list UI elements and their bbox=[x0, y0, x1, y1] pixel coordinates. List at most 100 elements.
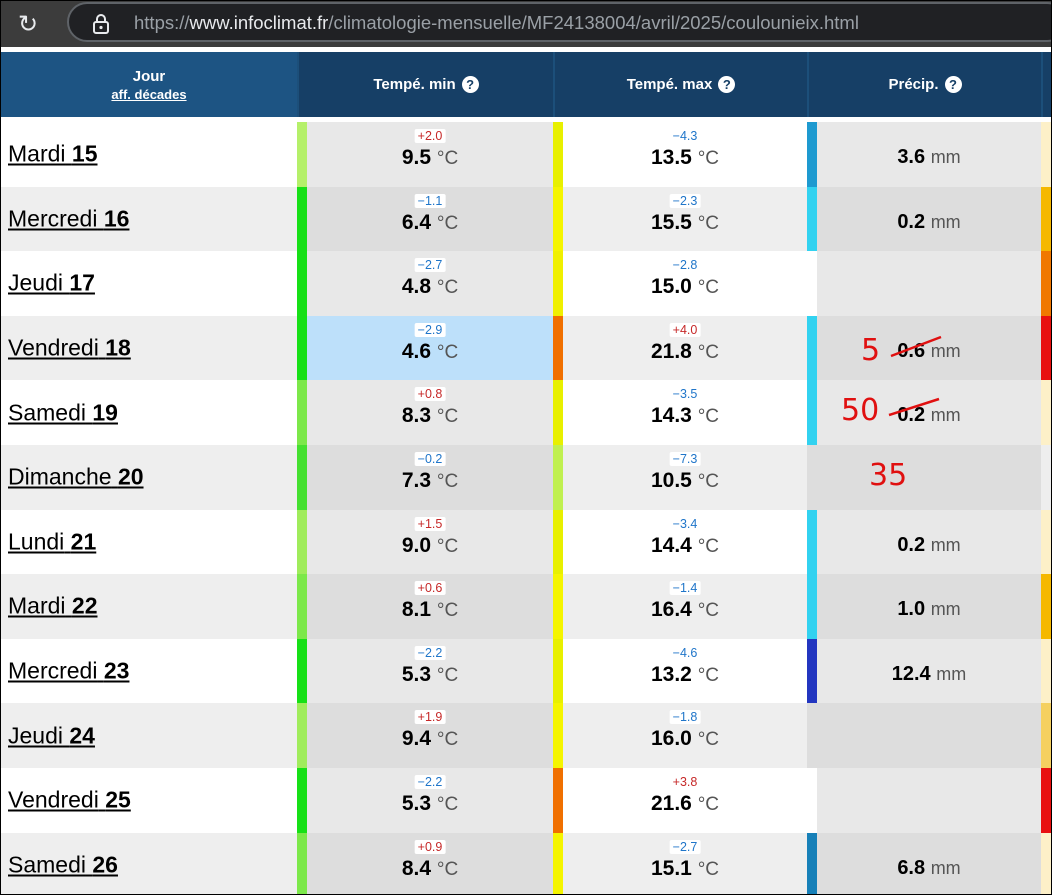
precip-unit: mm bbox=[930, 340, 961, 361]
precip-color-bar bbox=[807, 122, 817, 187]
tmax-cell: +4.0 21.8 °C bbox=[563, 315, 807, 381]
tmax-cell: −1.8 16.0 °C bbox=[563, 703, 807, 768]
help-icon[interactable]: ? bbox=[718, 76, 736, 93]
day-link[interactable]: Mercredi 23 bbox=[8, 657, 130, 684]
column-header-tmin[interactable]: Tempé. min? bbox=[299, 52, 553, 117]
day-link[interactable]: Vendredi 25 bbox=[8, 786, 131, 813]
day-cell[interactable]: Jeudi 17 bbox=[1, 251, 297, 316]
day-link[interactable]: Vendredi 18 bbox=[8, 334, 131, 361]
tmin-value: 9.0 bbox=[401, 533, 432, 557]
tmax-color-bar bbox=[553, 445, 563, 510]
day-cell[interactable]: Mercredi 16 bbox=[1, 186, 297, 252]
temp-unit: °C bbox=[697, 277, 720, 299]
temp-unit: °C bbox=[697, 341, 720, 363]
table-row: Lundi 21 +1.5 9.0 °C −3.4 14.4 °C 0.2 mm bbox=[1, 509, 1051, 575]
tmax-value: 16.0 bbox=[650, 727, 692, 751]
tmax-cell: −2.8 15.0 °C bbox=[563, 251, 807, 316]
table-row: Jeudi 24 +1.9 9.4 °C −1.8 16.0 °C bbox=[1, 703, 1051, 768]
day-link[interactable]: Mardi 15 bbox=[8, 140, 98, 167]
day-cell[interactable]: Dimanche 20 bbox=[1, 445, 297, 510]
precip-cell: 0.2 mm bbox=[817, 186, 1041, 252]
day-link[interactable]: Jeudi 24 bbox=[8, 722, 95, 749]
tmin-color-bar bbox=[297, 832, 307, 894]
day-cell[interactable]: Mardi 15 bbox=[1, 122, 297, 187]
reload-icon[interactable]: ↻ bbox=[17, 10, 39, 38]
decades-toggle-link[interactable]: aff. décades bbox=[111, 86, 187, 102]
tmin-value: 7.3 bbox=[401, 469, 432, 492]
day-link[interactable]: Samedi 19 bbox=[8, 399, 118, 426]
tmax-cell: −7.3 10.5 °C bbox=[563, 445, 807, 510]
tmin-deviation: +1.5 bbox=[414, 516, 446, 531]
tmax-color-bar bbox=[553, 768, 563, 833]
precip-color-bar bbox=[807, 380, 817, 445]
table-row: Dimanche 20 −0.2 7.3 °C −7.3 10.5 °C bbox=[1, 445, 1051, 510]
tmax-deviation: −3.5 bbox=[669, 387, 701, 402]
table-row: Mardi 22 +0.6 8.1 °C −1.4 16.4 °C 1.0 mm bbox=[1, 574, 1051, 639]
edge-color-bar bbox=[1041, 509, 1051, 575]
tmax-value: 14.3 bbox=[650, 404, 692, 428]
tmax-value: 13.5 bbox=[650, 146, 692, 169]
temp-unit: °C bbox=[436, 664, 459, 686]
url-text[interactable]: https://www.infoclimat.fr/climatologie-m… bbox=[134, 12, 859, 33]
temp-unit: °C bbox=[697, 406, 720, 428]
temp-unit: °C bbox=[436, 535, 459, 557]
tmax-deviation: −7.3 bbox=[669, 452, 701, 466]
tmin-value: 4.8 bbox=[401, 275, 432, 299]
edge-color-bar bbox=[1041, 380, 1051, 445]
precip-color-bar bbox=[807, 703, 817, 768]
tmax-color-bar bbox=[553, 638, 563, 704]
tmin-cell: −0.2 7.3 °C bbox=[307, 445, 553, 510]
day-cell[interactable]: Mercredi 23 bbox=[1, 638, 297, 704]
tmin-value: 5.3 bbox=[401, 792, 432, 815]
tmin-deviation: −2.2 bbox=[414, 645, 446, 660]
precip-unit: mm bbox=[930, 211, 961, 232]
edge-color-bar bbox=[1041, 186, 1051, 252]
precip-cell bbox=[817, 703, 1041, 768]
tmax-value: 15.5 bbox=[650, 210, 692, 234]
tmax-color-bar bbox=[553, 703, 563, 768]
day-link[interactable]: Lundi 21 bbox=[8, 528, 97, 555]
temp-unit: °C bbox=[436, 277, 459, 299]
help-icon[interactable]: ? bbox=[461, 76, 479, 93]
day-cell[interactable]: Jeudi 24 bbox=[1, 703, 297, 768]
tmin-cell: −2.2 5.3 °C bbox=[307, 638, 553, 704]
day-link[interactable]: Samedi 26 bbox=[8, 851, 118, 878]
day-cell[interactable]: Vendredi 18 bbox=[1, 315, 297, 381]
day-link[interactable]: Dimanche 20 bbox=[8, 463, 144, 490]
tmax-value: 16.4 bbox=[650, 598, 692, 622]
edge-color-bar bbox=[1041, 122, 1051, 187]
day-cell[interactable]: Samedi 26 bbox=[1, 832, 297, 894]
temp-unit: °C bbox=[436, 858, 459, 880]
temp-unit: °C bbox=[436, 341, 459, 363]
temp-unit: °C bbox=[436, 600, 459, 622]
tmin-cell: +1.5 9.0 °C bbox=[307, 509, 553, 575]
edge-color-bar bbox=[1041, 445, 1051, 510]
day-link[interactable]: Jeudi 17 bbox=[8, 269, 95, 296]
tmin-deviation: +0.9 bbox=[414, 839, 446, 854]
day-link[interactable]: Mercredi 16 bbox=[8, 205, 130, 232]
column-header-precip[interactable]: Précip.? bbox=[809, 52, 1041, 117]
table-row: Samedi 19 +0.8 8.3 °C −3.5 14.3 °C 0.2 m… bbox=[1, 380, 1051, 445]
day-cell[interactable]: Mardi 22 bbox=[1, 574, 297, 639]
precip-color-bar bbox=[807, 638, 817, 704]
day-cell[interactable]: Vendredi 25 bbox=[1, 768, 297, 833]
handwritten-annotation: 5 bbox=[861, 333, 881, 368]
day-link[interactable]: Mardi 22 bbox=[8, 592, 98, 619]
tmax-color-bar bbox=[553, 315, 563, 381]
day-cell[interactable]: Lundi 21 bbox=[1, 509, 297, 575]
address-bar[interactable] bbox=[67, 2, 1051, 42]
precip-cell: 12.4 mm bbox=[817, 638, 1041, 704]
tmax-value: 10.5 bbox=[650, 469, 692, 492]
tmin-color-bar bbox=[297, 703, 307, 768]
tmin-cell: −2.7 4.8 °C bbox=[307, 251, 553, 316]
help-icon[interactable]: ? bbox=[944, 76, 962, 93]
lock-icon[interactable] bbox=[91, 13, 111, 35]
column-header-tmax[interactable]: Tempé. max? bbox=[555, 52, 807, 117]
tmin-value: 4.6 bbox=[401, 339, 432, 363]
edge-color-bar bbox=[1041, 638, 1051, 704]
edge-color-bar bbox=[1041, 574, 1051, 639]
edge-color-bar bbox=[1041, 768, 1051, 833]
precip-value: 0.2 bbox=[897, 533, 926, 556]
day-cell[interactable]: Samedi 19 bbox=[1, 380, 297, 445]
table-row: Vendredi 18 −2.9 4.6 °C +4.0 21.8 °C 0.6… bbox=[1, 315, 1051, 381]
